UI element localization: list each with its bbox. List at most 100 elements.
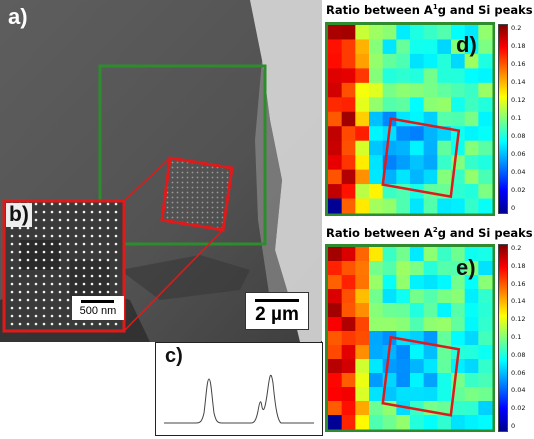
- map-pixel: [423, 261, 438, 276]
- colorbar-tick-label: 0.04: [511, 168, 526, 176]
- map-pixel: [464, 25, 479, 40]
- map-pixel: [396, 198, 411, 214]
- map-pixel: [423, 68, 438, 84]
- map-pixel: [451, 303, 466, 318]
- map-pixel: [451, 247, 466, 262]
- colorbar-tick-label: 0.04: [511, 386, 526, 395]
- map-pixel: [423, 275, 438, 290]
- map-pixel: [423, 198, 438, 214]
- map-pixel: [423, 184, 438, 200]
- map-pixel: [410, 198, 425, 214]
- map-pixel: [451, 373, 466, 388]
- map-pixel: [341, 140, 356, 156]
- map-pixel: [355, 275, 370, 290]
- map-pixel: [478, 169, 493, 185]
- map-pixel: [410, 275, 425, 290]
- map-pixel: [341, 39, 356, 55]
- main-scale-bar-label: 2 µm: [255, 304, 299, 325]
- map-pixel: [369, 198, 384, 214]
- map-pixel: [341, 275, 356, 290]
- map-pixel: [437, 401, 452, 416]
- map-pixel: [451, 25, 466, 40]
- map-pixel: [410, 387, 425, 402]
- colorbar-tick-label: 0.18: [511, 261, 526, 270]
- raman-map-d: [325, 22, 495, 216]
- map-pixel: [464, 198, 479, 214]
- map-pixel: [478, 359, 493, 374]
- map-pixel: [410, 247, 425, 262]
- map-pixel: [410, 289, 425, 304]
- map-pixel: [478, 373, 493, 388]
- map-pixel: [369, 82, 384, 98]
- map-pixel: [328, 39, 343, 55]
- map-pixel: [451, 198, 466, 214]
- map-pixel: [328, 289, 343, 304]
- panel-label-d: d): [456, 32, 477, 57]
- map-pixel: [396, 303, 411, 318]
- map-pixel: [328, 97, 343, 113]
- map-pixel: [410, 317, 425, 332]
- map-pixel: [478, 155, 493, 171]
- map-pixel: [328, 68, 343, 84]
- map-pixel: [437, 331, 452, 346]
- map-pixel: [451, 82, 466, 98]
- map-pixel: [464, 155, 479, 171]
- map-pixel: [478, 303, 493, 318]
- map-pixel: [328, 247, 343, 262]
- map-pixel: [341, 345, 356, 360]
- map-pixel: [355, 126, 370, 142]
- map-pixel: [464, 275, 479, 290]
- colorbar-tick-label: 0.06: [511, 368, 526, 377]
- map-pixel: [410, 303, 425, 318]
- map-pixel: [478, 53, 493, 69]
- map-pixel: [478, 261, 493, 276]
- map-pixel: [423, 39, 438, 55]
- map-pixel: [478, 401, 493, 416]
- map-pixel: [341, 303, 356, 318]
- map-pixel: [341, 359, 356, 374]
- map-pixel: [410, 126, 425, 142]
- map-pixel: [464, 387, 479, 402]
- colorbar-tick-label: 0.14: [511, 297, 526, 306]
- map-pixel: [437, 387, 452, 402]
- colorbar-tick-label: 0.2: [511, 24, 522, 32]
- map-pixel: [464, 373, 479, 388]
- colorbar-tick-label: 0.14: [511, 78, 526, 86]
- colorbar-tick-label: 0.12: [511, 96, 526, 104]
- map-pixel: [451, 289, 466, 304]
- map-pixel: [382, 198, 397, 214]
- map-pixel: [355, 140, 370, 156]
- map-pixel: [382, 387, 397, 402]
- map-pixel: [464, 345, 479, 360]
- map-pixel: [396, 126, 411, 142]
- map-pixel: [451, 401, 466, 416]
- map-pixel: [451, 39, 466, 55]
- map-pixel: [355, 317, 370, 332]
- map-pixel: [464, 82, 479, 98]
- map-pixel: [423, 82, 438, 98]
- map-pixel: [396, 401, 411, 416]
- map-pixel: [328, 53, 343, 69]
- map-pixel: [437, 303, 452, 318]
- colorbar-d-ticks: 0.2 0.18 0.16 0.14 0.12 0.1 0.08 0.06 0.04 0.02 0: [511, 24, 534, 212]
- map-pixel: [328, 275, 343, 290]
- map-pixel: [437, 53, 452, 69]
- map-pixel: [369, 261, 384, 276]
- map-pixel: [341, 126, 356, 142]
- map-pixel: [423, 415, 438, 430]
- map-pixel: [341, 198, 356, 214]
- inset-scale-bar-label: 500 nm: [79, 305, 117, 317]
- map-pixel: [423, 387, 438, 402]
- map-pixel: [328, 111, 343, 127]
- map-pixel: [382, 140, 397, 156]
- map-pixel: [478, 97, 493, 113]
- map-pixel: [396, 68, 411, 84]
- map-d-title-sup: 1: [432, 3, 438, 12]
- map-pixel: [382, 25, 397, 40]
- map-pixel: [355, 401, 370, 416]
- map-pixel: [423, 289, 438, 304]
- map-pixel: [423, 126, 438, 142]
- map-pixel: [355, 25, 370, 40]
- map-pixel: [369, 53, 384, 69]
- map-d-title: Ratio between A1g and Si peaks: [326, 3, 533, 17]
